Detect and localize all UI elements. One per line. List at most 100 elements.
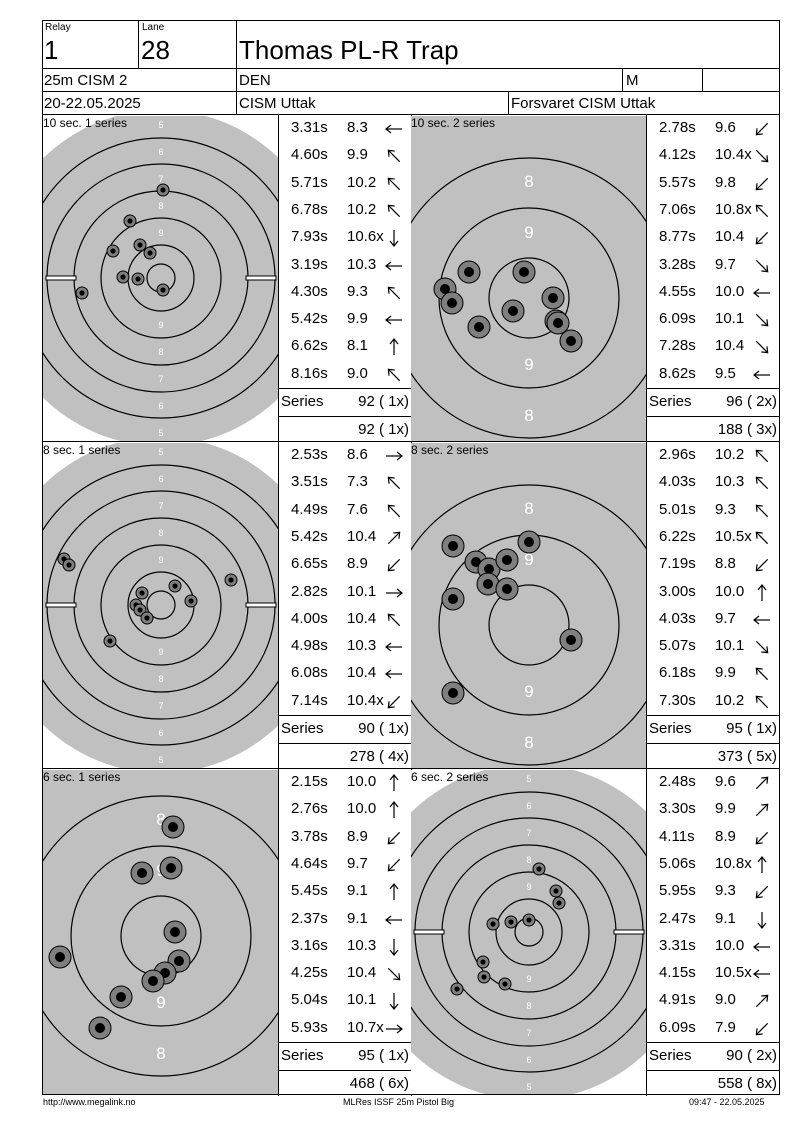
shot-row: 3.19s 10.3 bbox=[279, 252, 411, 279]
shot-score: 9.7 bbox=[715, 255, 736, 273]
target-ring bbox=[411, 791, 647, 1073]
shot-row: 3.31s 8.3 bbox=[279, 115, 411, 142]
shot-hole-center bbox=[448, 594, 458, 604]
shot-time: 4.91s bbox=[659, 991, 696, 1009]
shot-time: 4.55s bbox=[659, 282, 696, 300]
shot-score: 9.1 bbox=[715, 909, 736, 927]
direction-arrow-icon bbox=[751, 555, 773, 579]
direction-arrow-icon bbox=[751, 201, 773, 225]
shot-row: 4.60s 9.9 bbox=[279, 142, 411, 169]
direction-arrow-icon bbox=[383, 119, 405, 143]
series-total-label: Series bbox=[281, 393, 324, 410]
shot-row: 6.78s 10.2 bbox=[279, 197, 411, 224]
ring-number: 8 bbox=[158, 674, 163, 684]
aiming-mark-right bbox=[613, 929, 645, 935]
direction-arrow-icon bbox=[751, 473, 773, 497]
shot-row: 7.06s 10.8x bbox=[647, 197, 779, 224]
shot-hole-center bbox=[480, 959, 486, 965]
shot-hole-center bbox=[95, 1023, 105, 1033]
series-panel: 8 8 9 9 8 sec. 2 series 2.96s 10.2 4.03s 10.3 5.0… bbox=[410, 442, 779, 769]
shot-row: 3.30s 9.9 bbox=[647, 796, 779, 823]
shot-row: 4.91s 9.0 bbox=[647, 987, 779, 1014]
shot-time: 2.82s bbox=[291, 582, 328, 600]
shot-score: 10.4 bbox=[347, 527, 377, 545]
shot-score: 9.3 bbox=[715, 500, 736, 518]
shot-score: 10.3 bbox=[715, 473, 745, 491]
shot-time: 4.00s bbox=[291, 609, 328, 627]
ring-number: 9 bbox=[524, 223, 533, 242]
shot-time: 4.49s bbox=[291, 500, 328, 518]
shot-row: 5.42s 9.9 bbox=[279, 306, 411, 333]
shot-hole-center bbox=[556, 900, 562, 906]
shot-hole-center bbox=[553, 318, 563, 328]
shot-hole-center bbox=[107, 638, 113, 644]
shot-score: 9.7 bbox=[715, 609, 736, 627]
direction-arrow-icon bbox=[751, 800, 773, 824]
shot-hole-center bbox=[508, 919, 514, 925]
running-total-row: 373 ( 5x) bbox=[647, 744, 779, 771]
target-ring bbox=[488, 584, 570, 666]
ring-number: 8 bbox=[156, 810, 165, 829]
running-total: 188 ( 3x) bbox=[717, 421, 777, 439]
direction-arrow-icon bbox=[751, 146, 773, 170]
direction-arrow-icon bbox=[751, 283, 773, 307]
direction-arrow-icon bbox=[751, 256, 773, 280]
running-total: 558 ( 8x) bbox=[717, 1075, 777, 1093]
shot-target: 5 5 6 6 7 7 8 8 9 9 bbox=[411, 770, 647, 1095]
shot-hole-center bbox=[502, 981, 508, 987]
shot-score: 10.1 bbox=[715, 637, 745, 655]
shot-row: 7.19s 8.8 bbox=[647, 551, 779, 578]
shot-row: 4.03s 9.7 bbox=[647, 606, 779, 633]
direction-arrow-icon bbox=[383, 174, 405, 198]
shot-row: 7.14s 10.4x bbox=[279, 688, 411, 715]
shot-time: 4.03s bbox=[659, 609, 696, 627]
direction-arrow-icon bbox=[383, 910, 405, 934]
shot-row: 5.95s 9.3 bbox=[647, 878, 779, 905]
target-ring bbox=[100, 217, 222, 339]
shot-row: 2.96s 10.2 bbox=[647, 442, 779, 469]
shot-hole-center bbox=[483, 579, 493, 589]
shot-row: 6.18s 9.9 bbox=[647, 660, 779, 687]
series-total-row: Series 92 ( 1x) bbox=[279, 389, 411, 416]
running-total: 92 ( 1x) bbox=[358, 421, 409, 439]
shot-row: 3.28s 9.7 bbox=[647, 252, 779, 279]
shot-score: 9.6 bbox=[715, 773, 736, 790]
aiming-mark-left bbox=[45, 602, 77, 608]
running-total-row: 468 ( 6x) bbox=[279, 1071, 411, 1098]
direction-arrow-icon bbox=[751, 964, 773, 988]
direction-arrow-icon bbox=[751, 310, 773, 334]
shot-hole-center bbox=[137, 607, 143, 613]
shot-time: 3.16s bbox=[291, 936, 328, 954]
competition-name: 25m CISM 2 bbox=[44, 72, 128, 89]
target-face bbox=[43, 443, 279, 768]
lane-number: 28 bbox=[141, 35, 170, 65]
shot-time: 3.30s bbox=[659, 800, 696, 818]
shot-row: 5.71s 10.2 bbox=[279, 170, 411, 197]
series-total: 95 ( 1x) bbox=[358, 1047, 409, 1064]
shooter-name: Thomas PL-R Trap bbox=[239, 35, 459, 65]
shot-score: 8.9 bbox=[715, 827, 736, 845]
direction-arrow-icon bbox=[383, 855, 405, 879]
footer-url: http://www.megalink.no bbox=[43, 1097, 136, 1107]
shot-row: 3.78s 8.9 bbox=[279, 824, 411, 851]
ring-number: 6 bbox=[158, 147, 163, 157]
shot-score: 8.8 bbox=[715, 555, 736, 573]
target-ring bbox=[146, 590, 176, 620]
shot-hole-center bbox=[137, 242, 143, 248]
shot-score: 10.0 bbox=[715, 936, 745, 954]
shot-time: 5.06s bbox=[659, 854, 696, 872]
shot-hole-center bbox=[110, 248, 116, 254]
shot-hole-center bbox=[566, 635, 576, 645]
ring-number: 8 bbox=[524, 406, 533, 425]
shot-hole-center bbox=[166, 863, 176, 873]
shot-time: 5.07s bbox=[659, 637, 696, 655]
series-label: 6 sec. 1 series bbox=[43, 770, 121, 784]
ring-number: 7 bbox=[158, 374, 163, 384]
event-location: CISM Uttak bbox=[239, 95, 316, 112]
shot-row: 3.31s 10.0 bbox=[647, 933, 779, 960]
shot-row: 2.47s 9.1 bbox=[647, 906, 779, 933]
shot-time: 2.78s bbox=[659, 119, 696, 136]
direction-arrow-icon bbox=[751, 637, 773, 661]
shot-time: 2.15s bbox=[291, 773, 328, 790]
